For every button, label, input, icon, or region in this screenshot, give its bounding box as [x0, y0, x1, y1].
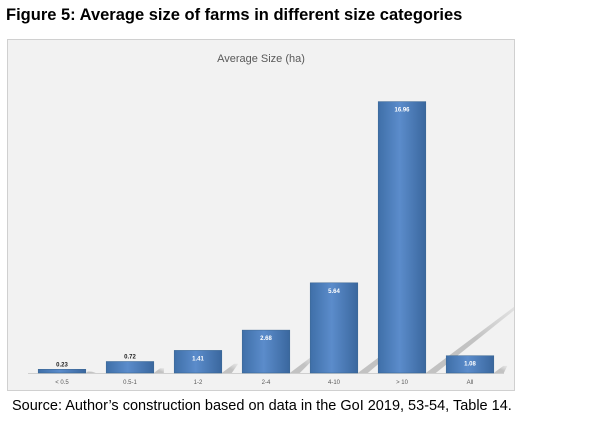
bar-value-label: 2.68 — [260, 336, 272, 342]
chart-title: Average Size (ha) — [217, 53, 305, 65]
source-note: Source: Author’s construction based on d… — [12, 398, 512, 414]
bar-value-label: 16.96 — [394, 108, 410, 114]
bar-shadow — [85, 371, 96, 373]
bar — [37, 369, 87, 374]
bar-value-label: 5.64 — [328, 289, 340, 295]
bar-value-label: 1.41 — [192, 356, 204, 362]
x-tick-label: > 10 — [396, 380, 409, 386]
x-tick-label: 2-4 — [262, 380, 271, 386]
bars: 0.23 < 0.5 0.72 0.5-1 1.41 1-2 2.68 2-4 5.64 4-10… — [37, 101, 495, 386]
bar — [445, 355, 495, 374]
x-tick-label: All — [467, 380, 474, 386]
x-tick-label: 0.5-1 — [123, 380, 137, 386]
bar-value-label: 1.08 — [464, 362, 476, 368]
x-tick-label: 1-2 — [194, 380, 203, 386]
bar — [241, 329, 291, 374]
bar — [309, 282, 359, 374]
figure-title: Figure 5: Average size of farms in diffe… — [6, 6, 463, 24]
chart-frame: 0.23 < 0.5 0.72 0.5-1 1.41 1-2 2.68 2-4 5.64 4-10… — [7, 39, 515, 391]
bar — [105, 361, 155, 374]
x-tick-label: < 0.5 — [55, 380, 69, 386]
bar-shadow — [425, 306, 514, 373]
bar — [173, 350, 223, 374]
bar-chart: 0.23 < 0.5 0.72 0.5-1 1.41 1-2 2.68 2-4 5.64 4-10… — [28, 53, 514, 386]
bar-shadow — [153, 368, 165, 373]
x-tick-label: 4-10 — [328, 380, 341, 386]
bar-value-label: 0.23 — [56, 362, 68, 368]
bar-shadow — [221, 363, 239, 373]
bar-value-label: 0.72 — [124, 355, 136, 361]
bar — [377, 101, 427, 374]
bar-shadow — [493, 365, 508, 373]
